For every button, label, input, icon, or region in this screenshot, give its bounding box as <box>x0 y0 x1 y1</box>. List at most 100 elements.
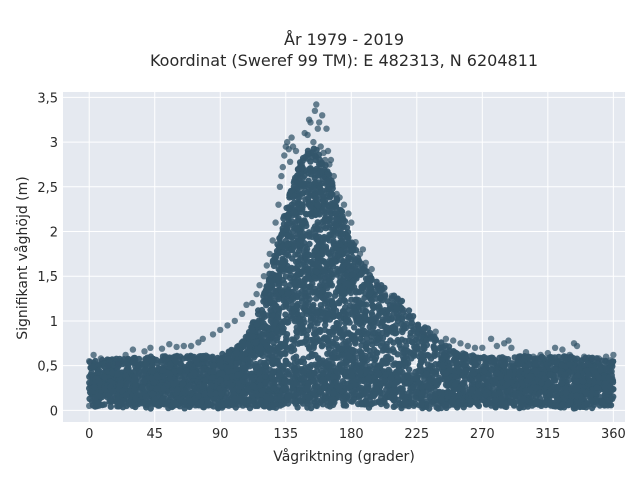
data-point <box>276 344 283 351</box>
data-point <box>291 243 298 250</box>
data-point <box>314 253 322 261</box>
data-point <box>311 274 318 282</box>
data-point <box>280 259 287 266</box>
data-point <box>286 297 293 304</box>
data-point <box>259 311 267 318</box>
data-point <box>420 344 427 351</box>
data-point <box>233 349 241 357</box>
data-point <box>185 361 193 368</box>
data-point <box>438 361 446 369</box>
data-point <box>396 360 403 368</box>
data-point <box>516 361 523 368</box>
data-point <box>286 267 293 274</box>
data-point <box>207 382 215 389</box>
data-point <box>300 375 308 382</box>
data-point <box>432 361 439 368</box>
data-point <box>325 311 332 318</box>
data-point <box>294 270 301 278</box>
data-point <box>312 289 319 296</box>
data-point <box>312 195 320 202</box>
data-point <box>431 351 438 358</box>
data-point <box>385 307 392 314</box>
data-point <box>303 256 310 263</box>
data-point <box>458 353 465 361</box>
data-point <box>284 290 292 297</box>
data-point <box>362 308 369 315</box>
data-point <box>200 352 207 360</box>
data-point <box>317 358 324 366</box>
data-point <box>319 294 327 302</box>
data-point <box>355 297 362 304</box>
data-point <box>296 256 304 263</box>
data-point <box>368 315 375 323</box>
data-point <box>325 250 333 257</box>
data-point <box>142 355 149 363</box>
data-point <box>558 362 565 369</box>
data-point <box>339 223 346 231</box>
data-point <box>340 262 347 269</box>
data-point <box>329 226 336 234</box>
data-point <box>263 359 271 366</box>
data-point <box>305 307 313 315</box>
data-point <box>260 337 267 345</box>
data-point <box>305 274 312 281</box>
data-point <box>107 403 115 410</box>
data-point <box>325 258 333 265</box>
data-point <box>480 353 488 361</box>
data-point <box>288 362 295 370</box>
data-point <box>336 241 343 248</box>
data-point <box>379 360 386 367</box>
data-point <box>293 292 301 300</box>
data-point <box>330 313 338 320</box>
data-point <box>370 346 378 353</box>
data-point <box>403 360 410 367</box>
data-point <box>312 153 319 160</box>
data-point <box>257 344 264 352</box>
data-point <box>271 302 278 309</box>
data-point <box>278 232 285 239</box>
data-point <box>335 346 343 353</box>
data-point <box>349 332 357 340</box>
data-point <box>367 274 374 282</box>
data-point <box>325 334 332 341</box>
data-point <box>292 316 299 323</box>
data-point <box>245 341 252 348</box>
data-point <box>224 355 231 362</box>
data-point <box>313 211 320 218</box>
data-point <box>177 353 184 360</box>
data-point <box>378 307 386 314</box>
data-point <box>290 183 298 190</box>
data-point <box>322 218 330 225</box>
data-point <box>282 303 290 310</box>
data-point <box>390 323 397 331</box>
data-point <box>318 343 326 350</box>
data-point <box>293 226 301 233</box>
data-point <box>369 324 376 332</box>
data-point <box>288 344 295 351</box>
data-point <box>345 317 352 324</box>
data-point <box>405 366 413 373</box>
data-point <box>341 309 348 317</box>
data-point <box>344 280 352 288</box>
data-point <box>342 304 349 311</box>
data-point <box>273 251 281 258</box>
data-point <box>330 303 338 311</box>
data-point <box>442 342 449 349</box>
data-point <box>343 250 351 257</box>
data-point <box>253 321 261 328</box>
data-point <box>332 210 339 218</box>
data-point <box>260 293 267 300</box>
data-point <box>382 314 390 322</box>
data-point <box>325 345 333 352</box>
data-point <box>293 211 300 219</box>
data-point <box>330 354 337 361</box>
data-point <box>233 360 240 367</box>
data-point <box>408 338 416 345</box>
data-point <box>216 362 224 370</box>
data-point <box>147 405 154 412</box>
data-point <box>290 199 298 207</box>
data-point <box>318 305 325 313</box>
data-point <box>402 324 410 332</box>
data-point <box>360 327 368 334</box>
